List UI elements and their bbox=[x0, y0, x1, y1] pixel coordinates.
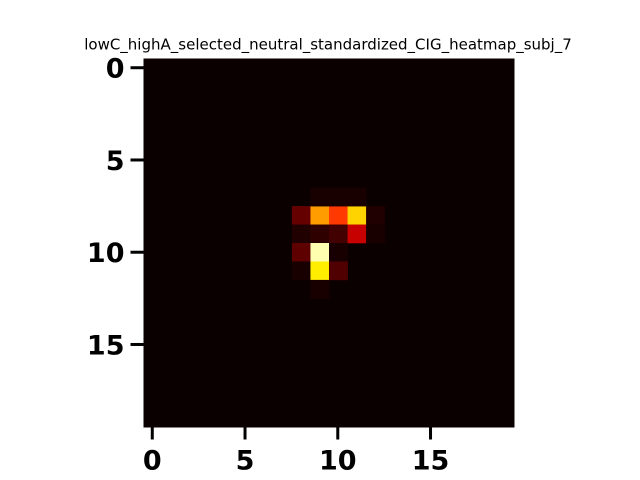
heatmap-cell bbox=[291, 243, 311, 262]
heatmap-cell bbox=[347, 187, 367, 207]
heatmap-cell bbox=[310, 243, 330, 262]
heatmap-cell bbox=[329, 261, 348, 281]
heatmap-cell bbox=[329, 243, 348, 262]
heatmap-cell bbox=[347, 224, 367, 244]
y-axis: 0 5 10 15 bbox=[87, 54, 144, 361]
heatmap-cell bbox=[366, 224, 385, 244]
y-tick-label: 15 bbox=[87, 330, 125, 361]
x-tick-label: 5 bbox=[236, 446, 255, 477]
y-tick-label: 0 bbox=[106, 54, 125, 85]
chart-title: lowC_highA_selected_neutral_standardized… bbox=[84, 36, 572, 55]
heatmap-cell bbox=[366, 206, 385, 225]
heatmap-cell bbox=[329, 206, 348, 225]
x-axis: 0 5 10 15 bbox=[143, 427, 450, 477]
heatmap-cell bbox=[291, 206, 311, 225]
heatmap-cell bbox=[310, 224, 330, 244]
heatmap-cell bbox=[329, 187, 348, 207]
heatmap-cell bbox=[310, 187, 330, 207]
heatmap-cell bbox=[310, 279, 330, 299]
x-tick-label: 0 bbox=[143, 446, 162, 477]
heatmap-cell bbox=[310, 206, 330, 225]
x-tick-label: 10 bbox=[319, 446, 357, 477]
x-tick-label: 15 bbox=[412, 446, 450, 477]
heatmap-cell bbox=[291, 261, 311, 281]
heatmap-cells bbox=[291, 187, 385, 299]
y-tick-label: 5 bbox=[106, 146, 125, 177]
heatmap-cell bbox=[310, 261, 330, 281]
y-tick-label: 10 bbox=[87, 238, 125, 269]
heatmap-cell bbox=[347, 206, 367, 225]
heatmap-cell bbox=[291, 224, 311, 244]
heatmap-cell bbox=[329, 224, 348, 244]
